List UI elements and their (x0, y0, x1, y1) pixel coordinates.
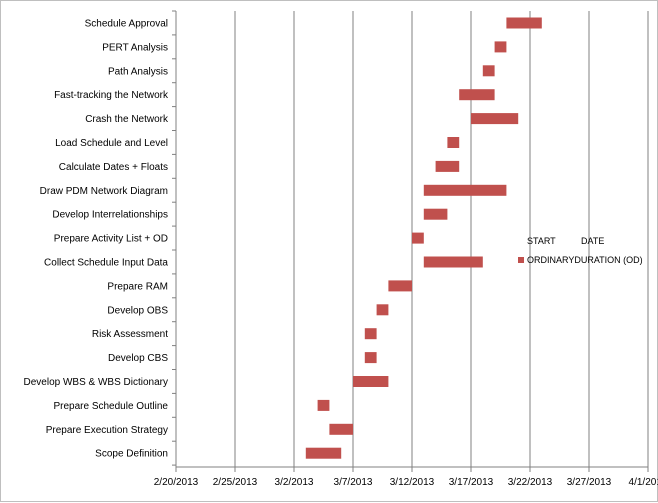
task-label: Load Schedule and Level (55, 138, 168, 149)
x-tick-label: 3/27/2013 (567, 477, 612, 488)
task-label: Prepare Schedule Outline (53, 401, 168, 412)
task-bar (447, 137, 460, 148)
x-axis: 2/20/2013 2/25/2013 3/2/2013 3/7/2013 3/12/2… (154, 10, 658, 488)
task-bar (471, 113, 519, 125)
task-label: Fast-tracking the Network (54, 90, 169, 101)
task-label: Schedule Approval (85, 19, 168, 30)
legend-start-label: START (527, 236, 556, 246)
gridlines (234, 11, 649, 467)
legend-series-label: ORDINARYDURATION (OD) (527, 255, 643, 265)
task-bar (388, 280, 412, 292)
task-bar (364, 352, 377, 364)
x-tick-label: 4/1/2013 (629, 477, 658, 488)
task-label: Prepare Activity List + OD (54, 234, 168, 245)
x-tick-label: 3/2/2013 (275, 477, 314, 488)
task-label: Draw PDM Network Diagram (40, 186, 168, 197)
bars (305, 17, 542, 459)
legend-date-label: DATE (581, 236, 604, 246)
x-tick-label: 2/25/2013 (213, 477, 258, 488)
task-label: PERT Analysis (102, 42, 168, 53)
task-labels: Schedule Approval PERT Analysis Path Analy… (24, 19, 169, 460)
task-bar (305, 447, 342, 459)
task-bar (423, 208, 448, 220)
task-bar (459, 89, 495, 101)
task-bar (423, 256, 483, 268)
task-label: Crash the Network (85, 114, 169, 125)
task-bar (329, 423, 353, 435)
x-tick-label: 3/12/2013 (390, 477, 435, 488)
task-bar (494, 41, 507, 53)
task-label: Prepare RAM (107, 281, 168, 292)
task-bar (506, 17, 542, 29)
task-label: Calculate Dates + Floats (59, 162, 168, 173)
x-tick-label: 3/7/2013 (334, 477, 373, 488)
x-tick-label: 3/22/2013 (508, 477, 553, 488)
task-label: Develop CBS (108, 353, 168, 364)
task-label: Develop WBS & WBS Dictionary (24, 377, 169, 388)
task-label: Develop Interrelationships (52, 210, 168, 221)
task-bar (482, 65, 495, 77)
task-label: Prepare Execution Strategy (46, 425, 168, 436)
task-label: Collect Schedule Input Data (44, 258, 168, 269)
legend-swatch (518, 257, 524, 263)
task-label: Path Analysis (108, 66, 168, 77)
x-tick-label: 2/20/2013 (154, 477, 199, 488)
task-label: Develop OBS (107, 305, 168, 316)
task-label: Risk Assessment (92, 329, 168, 340)
task-bar (353, 376, 389, 387)
task-bar (435, 160, 460, 172)
legend: START DATE ORDINARYDURATION (OD) (518, 236, 643, 265)
task-bar (376, 304, 389, 316)
task-bar (423, 184, 507, 196)
task-label: Scope Definition (95, 449, 168, 460)
task-bar (412, 232, 424, 244)
task-bar (317, 399, 330, 411)
task-bar (364, 328, 377, 340)
x-tick-label: 3/17/2013 (449, 477, 494, 488)
